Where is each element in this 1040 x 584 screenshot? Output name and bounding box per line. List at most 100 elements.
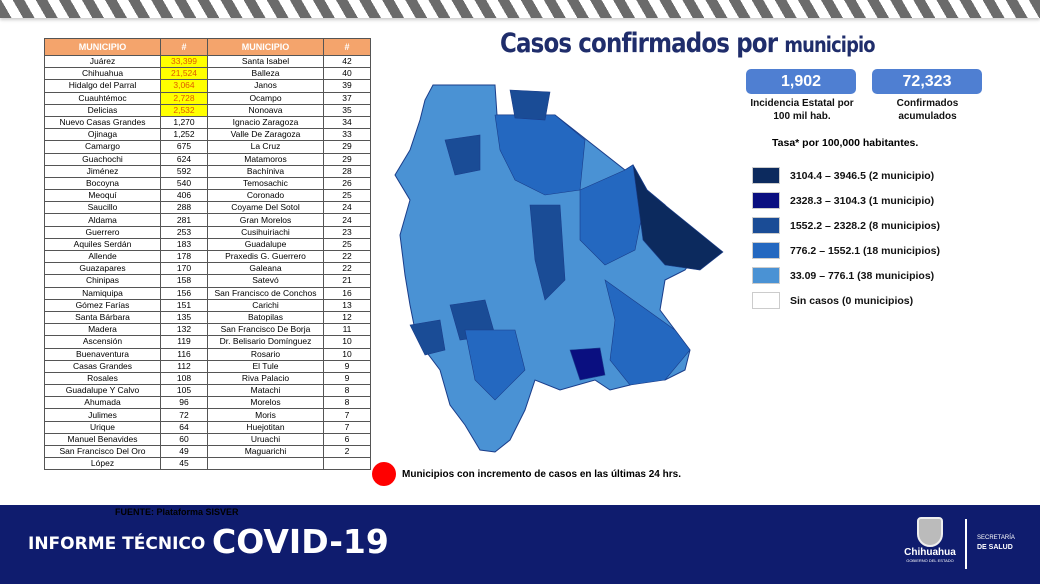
- legend-item: 1552.2 – 2328.2 (8 municipios): [752, 217, 940, 234]
- table-row: López 45: [44, 457, 371, 471]
- municipio-cell: Saucillo: [44, 201, 161, 215]
- municipio-cell: Ocampo: [207, 91, 324, 105]
- municipio-cell: Ahumada: [44, 396, 161, 410]
- count-cell: 281: [160, 213, 208, 227]
- legend-label: 3104.4 – 3946.5 (2 municipio): [790, 169, 935, 182]
- municipio-cell: Satevó: [207, 274, 324, 288]
- red-dot-label: Municipios con incremento de casos en la…: [402, 468, 681, 480]
- count-cell: 2,532: [160, 103, 208, 117]
- map-region: [409, 319, 446, 356]
- count-cell: 253: [160, 225, 208, 239]
- count-cell: 33: [323, 128, 371, 142]
- table-row: Urique 64 Huejotitan 7: [44, 420, 371, 434]
- count-cell: 49: [160, 444, 208, 459]
- count-cell: 6: [323, 432, 371, 447]
- table-row: Buenaventura 116 Rosario 10: [44, 347, 371, 361]
- municipio-cell: Hidalgo del Parral: [44, 79, 161, 93]
- municipio-cell: Nuevo Casas Grandes: [44, 115, 161, 130]
- legend-item: 3104.4 – 3946.5 (2 municipio): [752, 167, 934, 184]
- count-cell: 39: [323, 79, 371, 93]
- count-cell: 72: [160, 408, 208, 422]
- municipio-cell: Casas Grandes: [44, 359, 161, 373]
- table-row: Julimes 72 Moris 7: [44, 408, 371, 422]
- logo-gobierno: GOBIERNO DEL ESTADO: [906, 558, 954, 563]
- municipio-cell: Jiménez: [44, 164, 161, 178]
- sec-line1: SECRETARÍA: [977, 535, 1015, 541]
- municipio-cell: Galeana: [207, 262, 324, 276]
- count-cell: 34: [323, 115, 371, 130]
- municipio-cell: Gran Morelos: [207, 213, 324, 227]
- table-row: Bocoyna 540 Temosachic 26: [44, 176, 371, 191]
- table-row: Saucillo 288 Coyame Del Sotol 24: [44, 201, 371, 215]
- municipio-cell: Ascensión: [44, 335, 161, 349]
- municipio-cell: Huejotitan: [207, 420, 324, 434]
- count-cell: 540: [160, 176, 208, 191]
- count-cell: 105: [160, 384, 208, 398]
- municipio-cell: San Francisco De Borja: [207, 323, 324, 337]
- col-header: MUNICIPIO: [44, 38, 161, 56]
- table-row: Guazapares 170 Galeana 22: [44, 262, 371, 276]
- sec-line2: DE SALUD: [977, 544, 1013, 551]
- table-row: Chihuahua 21,524 Balleza 40: [44, 67, 371, 81]
- count-cell: 9: [323, 371, 371, 386]
- table-row: Ojinaga 1,252 Valle De Zaragoza 33: [44, 128, 371, 142]
- count-cell: 35: [323, 103, 371, 117]
- map-region: [444, 134, 481, 176]
- count-cell: 64: [160, 420, 208, 434]
- municipio-cell: Meoquí: [44, 189, 161, 203]
- page-title: Casos confirmados por municipio: [500, 28, 876, 59]
- table-row: Camargo 675 La Cruz 29: [44, 140, 371, 154]
- count-cell: 132: [160, 323, 208, 337]
- incidencia-label: Incidencia Estatal por 100 mil hab.: [750, 98, 854, 122]
- table-row: Ahumada 96 Morelos 8: [44, 396, 371, 410]
- municipio-cell: Temosachic: [207, 176, 324, 191]
- municipio-cell: Janos: [207, 79, 324, 93]
- municipio-cell: Carichi: [207, 298, 324, 312]
- table-row: Santa Bárbara 135 Batopilas 12: [44, 310, 371, 325]
- tasa-label: Tasa* por 100,000 habitantes.: [772, 137, 919, 149]
- municipio-cell: Ojinaga: [44, 128, 161, 142]
- count-cell: 33,399: [160, 54, 208, 69]
- count-cell: 10: [323, 347, 371, 361]
- municipio-cell: Nonoava: [207, 103, 324, 117]
- municipio-cell: Cusihuiriachi: [207, 225, 324, 239]
- table-row: Manuel Benavides 60 Uruachi 6: [44, 432, 371, 447]
- count-cell: 406: [160, 189, 208, 203]
- municipio-cell: Camargo: [44, 140, 161, 154]
- table-row: Aquiles Serdán 183 Guadalupe 25: [44, 237, 371, 252]
- red-dot-icon: [372, 462, 396, 486]
- municipio-cell: Maguarichi: [207, 444, 324, 459]
- count-cell: 1,252: [160, 128, 208, 142]
- municipio-cell: Riva Palacio: [207, 371, 324, 386]
- municipio-cell: Morelos: [207, 396, 324, 410]
- municipio-cell: Batopilas: [207, 310, 324, 325]
- municipio-cell: Santa Bárbara: [44, 310, 161, 325]
- municipio-cell: Gómez Farías: [44, 298, 161, 312]
- municipio-cell: Bachíniva: [207, 164, 324, 178]
- municipio-cell: Aquiles Serdán: [44, 237, 161, 252]
- municipio-cell: Guazapares: [44, 262, 161, 276]
- table-row: Delicias 2,532 Nonoava 35: [44, 103, 371, 117]
- count-cell: 8: [323, 396, 371, 410]
- municipio-cell: Allende: [44, 249, 161, 264]
- table-row: Guerrero 253 Cusihuiriachi 23: [44, 225, 371, 239]
- legend-swatch: [752, 292, 780, 309]
- count-cell: 29: [323, 140, 371, 154]
- table-row: Gómez Farías 151 Carichi 13: [44, 298, 371, 312]
- informe-label: INFORME TÉCNICO: [28, 534, 206, 554]
- count-cell: 156: [160, 286, 208, 300]
- count-cell: 22: [323, 249, 371, 264]
- municipio-cell: Delicias: [44, 103, 161, 117]
- municipio-cell: Coyame Del Sotol: [207, 201, 324, 215]
- legend-swatch: [752, 267, 780, 284]
- table-row: Juárez 33,399 Santa Isabel 42: [44, 54, 371, 69]
- count-cell: 40: [323, 67, 371, 81]
- table-row: Madera 132 San Francisco De Borja 11: [44, 323, 371, 337]
- count-cell: 37: [323, 91, 371, 105]
- legend-label: 2328.3 – 3104.3 (1 municipio): [790, 194, 935, 207]
- count-cell: 178: [160, 249, 208, 264]
- count-cell: 45: [160, 457, 208, 471]
- map-region: [494, 114, 586, 196]
- count-cell: 60: [160, 432, 208, 447]
- map-region: [464, 329, 526, 401]
